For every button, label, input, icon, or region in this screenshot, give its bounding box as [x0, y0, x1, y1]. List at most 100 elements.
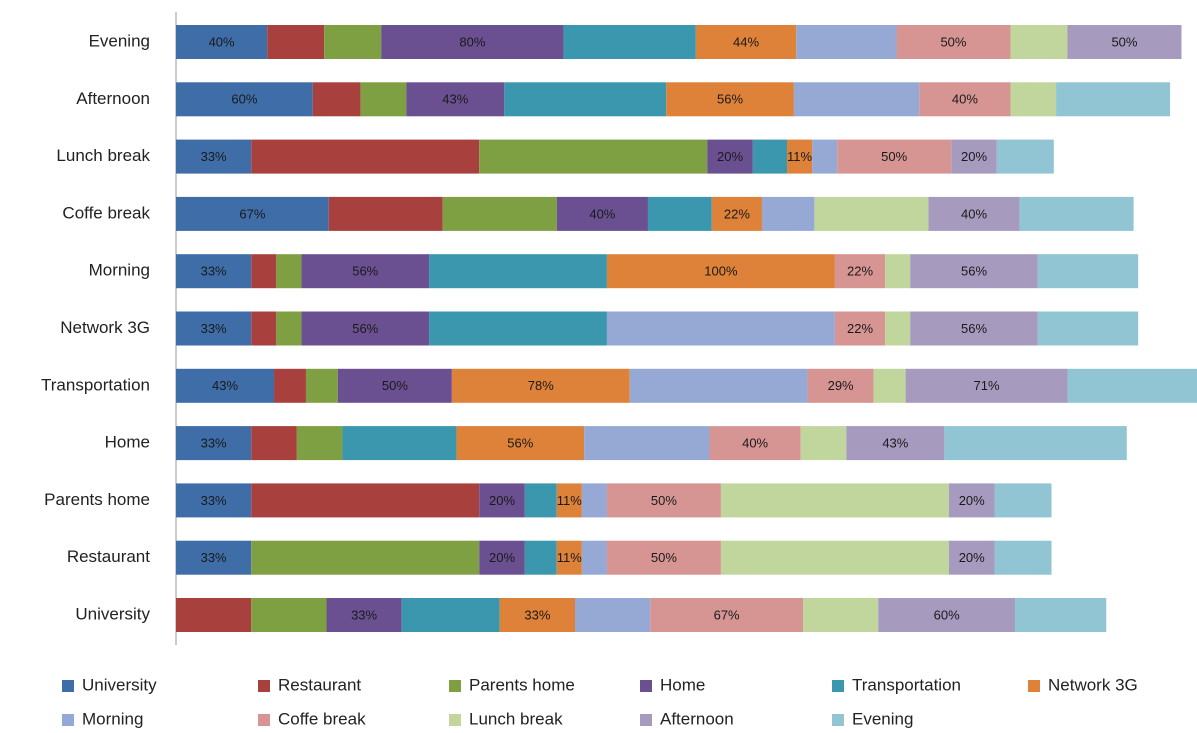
value-label: 11%: [557, 493, 582, 508]
bar-segment: [176, 598, 252, 632]
bar-segment: [251, 139, 480, 174]
bar-segment: [761, 196, 815, 231]
category-label: Evening: [89, 31, 150, 50]
bar-segment: [873, 368, 906, 403]
value-label: 33%: [201, 264, 227, 279]
bar-segment: [885, 311, 911, 346]
bar-segment: [1067, 25, 1182, 59]
value-label: 50%: [881, 149, 907, 164]
bar-segment: [479, 139, 708, 174]
value-label: 20%: [489, 493, 515, 508]
bar-segment: [479, 483, 525, 518]
bar-segment: [479, 540, 525, 575]
bar-segment: [305, 368, 338, 403]
bar-segment: [919, 82, 1011, 117]
bar-segment: [176, 540, 252, 575]
value-label: 33%: [201, 493, 227, 508]
bar-segment: [905, 368, 1068, 403]
bar-segment: [176, 139, 252, 174]
value-label: 20%: [959, 550, 985, 565]
value-label: 11%: [557, 550, 582, 565]
bar-segment: [451, 368, 630, 403]
value-label: 43%: [882, 436, 908, 451]
bar-segment: [429, 254, 607, 289]
value-label: 56%: [352, 264, 378, 279]
bar-segment: [176, 25, 268, 59]
bar-segment: [1037, 254, 1139, 289]
value-label: 50%: [940, 34, 966, 49]
legend-swatch: [449, 714, 461, 726]
bar-segment: [944, 426, 1127, 461]
bar-segment: [524, 540, 557, 575]
bar-segment: [301, 311, 430, 346]
value-label: 50%: [651, 550, 677, 565]
legend-swatch: [449, 680, 461, 692]
value-label: 33%: [201, 149, 227, 164]
bar-segment: [337, 368, 452, 403]
legend-swatch: [832, 714, 844, 726]
legend-label: Lunch break: [469, 709, 563, 728]
bar-segment: [910, 254, 1038, 289]
value-label: 33%: [524, 607, 550, 622]
value-label: 71%: [974, 378, 1000, 393]
bar-segment: [251, 311, 277, 346]
bar-segment: [846, 426, 945, 461]
value-label: 50%: [1111, 34, 1137, 49]
value-label: 22%: [847, 264, 873, 279]
value-label: 11%: [787, 149, 812, 164]
value-label: 50%: [382, 378, 408, 393]
value-label: 43%: [212, 378, 238, 393]
bar-segment: [650, 598, 803, 632]
bar-segment: [296, 426, 343, 461]
bar-segment: [251, 483, 480, 518]
bar-segment: [606, 254, 835, 289]
legend-label: Restaurant: [278, 675, 361, 694]
bar-segment: [948, 540, 995, 575]
legend-label: Afternoon: [660, 709, 734, 728]
bar-segment: [606, 311, 835, 346]
bar-segment: [885, 254, 911, 289]
legend-swatch: [832, 680, 844, 692]
bar-segment: [647, 196, 712, 231]
bar-segment: [556, 483, 582, 518]
bar-segment: [584, 426, 710, 461]
category-label: Home: [105, 433, 150, 452]
bar-segment: [1015, 598, 1107, 632]
legend-label: Parents home: [469, 675, 575, 694]
bar-segment: [834, 254, 886, 289]
bar-segment: [1019, 196, 1134, 231]
bar-segment: [176, 426, 252, 461]
value-label: 20%: [489, 550, 515, 565]
bar-segment: [807, 368, 874, 403]
bar-segment: [720, 540, 949, 575]
value-label: 56%: [717, 92, 743, 107]
value-label: 40%: [742, 436, 768, 451]
legend-label: Network 3G: [1048, 675, 1138, 694]
legend-swatch: [62, 680, 74, 692]
legend-swatch: [1028, 680, 1040, 692]
bar-segment: [1056, 82, 1171, 117]
legend-label: Coffe break: [278, 709, 366, 728]
value-label: 60%: [231, 92, 257, 107]
value-label: 33%: [351, 607, 377, 622]
value-label: 60%: [934, 607, 960, 622]
bar-segment: [276, 254, 302, 289]
bar-segment: [442, 196, 557, 231]
legend-label: Evening: [852, 709, 913, 728]
value-label: 67%: [714, 607, 740, 622]
bar-segment: [707, 139, 753, 174]
value-label: 20%: [961, 149, 987, 164]
bar-segment: [711, 196, 762, 231]
bar-segment: [328, 196, 443, 231]
bar-segment: [787, 139, 813, 174]
category-label: Coffe break: [62, 203, 150, 222]
bar-segment: [1067, 368, 1197, 403]
bar-segment: [429, 311, 607, 346]
bar-segment: [312, 82, 361, 117]
category-label: Restaurant: [67, 547, 150, 566]
bar-segment: [666, 82, 794, 117]
legend-swatch: [258, 714, 270, 726]
bar-segment: [251, 598, 327, 632]
category-label: Network 3G: [60, 318, 150, 337]
bar-segment: [951, 139, 997, 174]
